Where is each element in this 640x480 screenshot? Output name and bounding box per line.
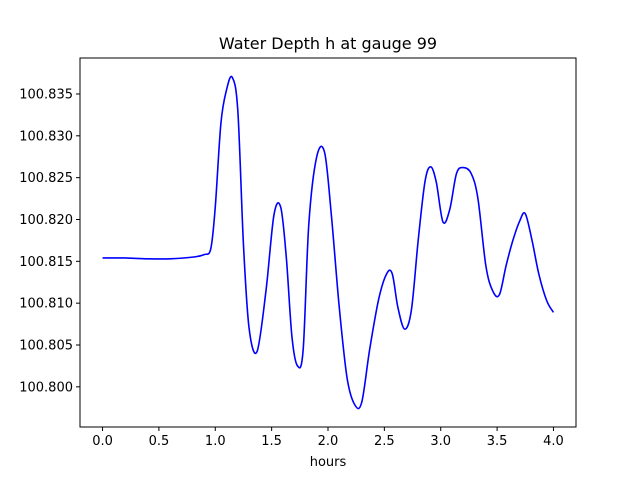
x-axis-label: hours [310,455,347,470]
y-tick-label: 100.835 [19,87,73,102]
series-line-0 [102,75,555,410]
x-tick-label: 2.0 [318,434,339,449]
y-tick-label: 100.800 [19,380,73,395]
y-tick-label: 100.825 [19,171,73,186]
plot-frame [79,57,577,428]
y-tick-label: 100.805 [19,339,73,354]
x-tick-label: 3.5 [487,434,508,449]
y-tick-label: 100.820 [19,213,73,228]
y-tick-label: 100.815 [19,255,73,270]
x-axis: 0.0 0.5 1.0 1.5 2.0 2.5 3.0 3.5 4.0 [92,427,564,449]
x-tick-label: 3.0 [430,434,451,449]
y-tick-label: 100.810 [19,297,73,312]
x-tick-label: 1.0 [205,434,226,449]
y-tick-label: 100.830 [19,129,73,144]
x-tick-label: 0.0 [92,434,113,449]
y-axis: 100.800 100.805 100.810 100.815 100.820 100.8… [19,87,80,395]
x-tick-label: 1.5 [261,434,282,449]
x-tick-label: 0.5 [149,434,170,449]
x-tick-label: 4.0 [543,434,564,449]
chart-title: Water Depth h at gauge 99 [219,34,437,53]
plot-lines [102,75,555,410]
x-tick-label: 2.5 [374,434,395,449]
